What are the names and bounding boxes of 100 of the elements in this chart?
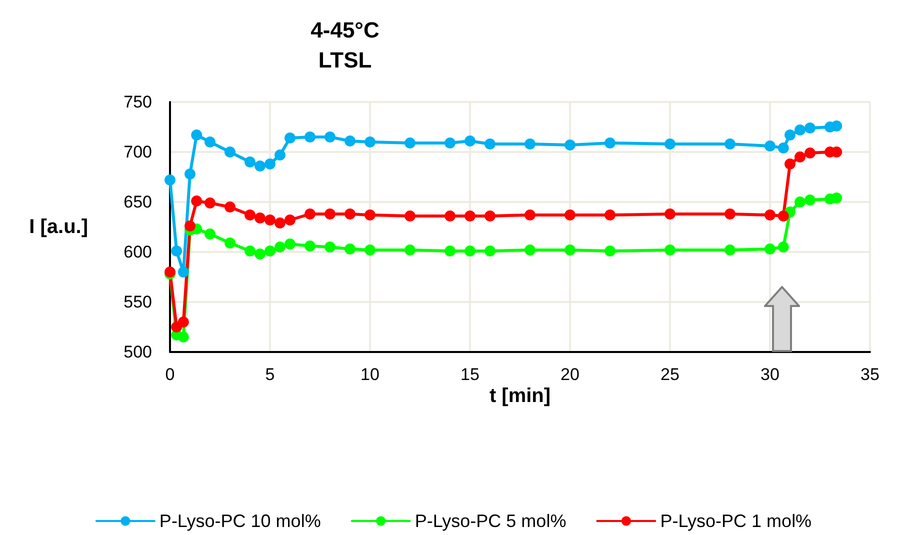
y-tick-label: 650 xyxy=(124,192,152,212)
point xyxy=(524,244,536,256)
y-tick-label: 550 xyxy=(124,292,152,312)
legend-label: P-Lyso-PC 5 mol% xyxy=(414,511,566,531)
point xyxy=(191,130,202,140)
point xyxy=(484,210,496,222)
point xyxy=(274,218,286,228)
point xyxy=(524,210,536,220)
x-tick-label: 15 xyxy=(460,365,480,384)
x-tick-label: 10 xyxy=(360,365,380,384)
point xyxy=(804,194,816,206)
point xyxy=(764,140,776,152)
point xyxy=(204,228,216,240)
x-tick-label: 20 xyxy=(560,365,580,384)
point xyxy=(804,122,816,134)
point xyxy=(604,138,616,148)
point xyxy=(264,246,276,256)
point xyxy=(444,210,456,222)
point xyxy=(304,132,316,142)
point xyxy=(724,208,736,220)
point xyxy=(564,210,576,220)
point xyxy=(244,156,256,168)
point xyxy=(764,244,776,254)
point xyxy=(444,246,456,256)
point xyxy=(254,212,266,224)
point xyxy=(244,246,256,256)
point xyxy=(664,208,676,220)
point xyxy=(274,150,286,160)
point xyxy=(224,202,236,212)
y-tick-label: 600 xyxy=(124,242,152,262)
point xyxy=(831,120,842,132)
point xyxy=(604,210,616,220)
point xyxy=(178,266,189,278)
x-tick-label: 25 xyxy=(660,365,680,384)
point xyxy=(164,174,176,186)
point xyxy=(524,138,536,150)
point xyxy=(404,210,416,222)
point xyxy=(264,214,276,226)
point xyxy=(784,130,796,140)
point xyxy=(724,244,736,256)
point xyxy=(364,244,376,256)
point xyxy=(178,316,189,328)
x-tick-label: 35 xyxy=(860,365,880,384)
point xyxy=(224,146,236,158)
point xyxy=(344,136,356,146)
point xyxy=(778,142,789,154)
point xyxy=(254,160,266,172)
point xyxy=(344,208,356,220)
point xyxy=(778,242,789,252)
point xyxy=(178,332,189,342)
point xyxy=(364,210,376,220)
y-tick-label: 750 xyxy=(124,92,152,112)
point xyxy=(304,240,316,252)
point xyxy=(184,168,196,180)
point xyxy=(284,214,296,226)
y-tick-label: 700 xyxy=(124,142,152,162)
point xyxy=(244,210,256,220)
x-tick-label: 0 xyxy=(165,365,175,384)
point xyxy=(464,210,476,222)
point xyxy=(171,246,182,256)
point xyxy=(304,208,316,220)
point xyxy=(204,136,216,148)
point xyxy=(324,132,336,142)
point xyxy=(284,132,296,144)
point xyxy=(764,210,776,220)
point xyxy=(564,140,576,150)
point xyxy=(191,196,202,206)
point xyxy=(464,136,476,146)
point xyxy=(204,198,216,208)
point xyxy=(794,196,806,208)
point xyxy=(284,238,296,250)
point xyxy=(464,246,476,256)
point xyxy=(604,246,616,256)
point xyxy=(404,138,416,148)
point xyxy=(254,248,266,260)
x-tick-label: 30 xyxy=(760,365,780,384)
y-axis-title: I [a.u.] xyxy=(29,216,88,238)
point xyxy=(184,220,196,232)
point xyxy=(274,242,286,252)
y-tick-label: 500 xyxy=(124,342,152,362)
point xyxy=(264,158,276,170)
point xyxy=(324,242,336,252)
point xyxy=(404,244,416,256)
point xyxy=(831,192,842,204)
point xyxy=(784,158,796,170)
point xyxy=(344,244,356,254)
point xyxy=(724,138,736,150)
point xyxy=(794,124,806,136)
point xyxy=(564,244,576,256)
point xyxy=(484,138,496,150)
chart-title: 4-45°C LTSL xyxy=(310,18,380,72)
point xyxy=(224,238,236,248)
point xyxy=(444,138,456,148)
x-tick-label: 5 xyxy=(265,365,275,384)
point xyxy=(664,244,676,256)
point xyxy=(484,246,496,256)
x-axis-title: t [min] xyxy=(489,385,551,407)
point xyxy=(794,152,806,162)
point xyxy=(324,208,336,220)
point xyxy=(664,138,676,150)
